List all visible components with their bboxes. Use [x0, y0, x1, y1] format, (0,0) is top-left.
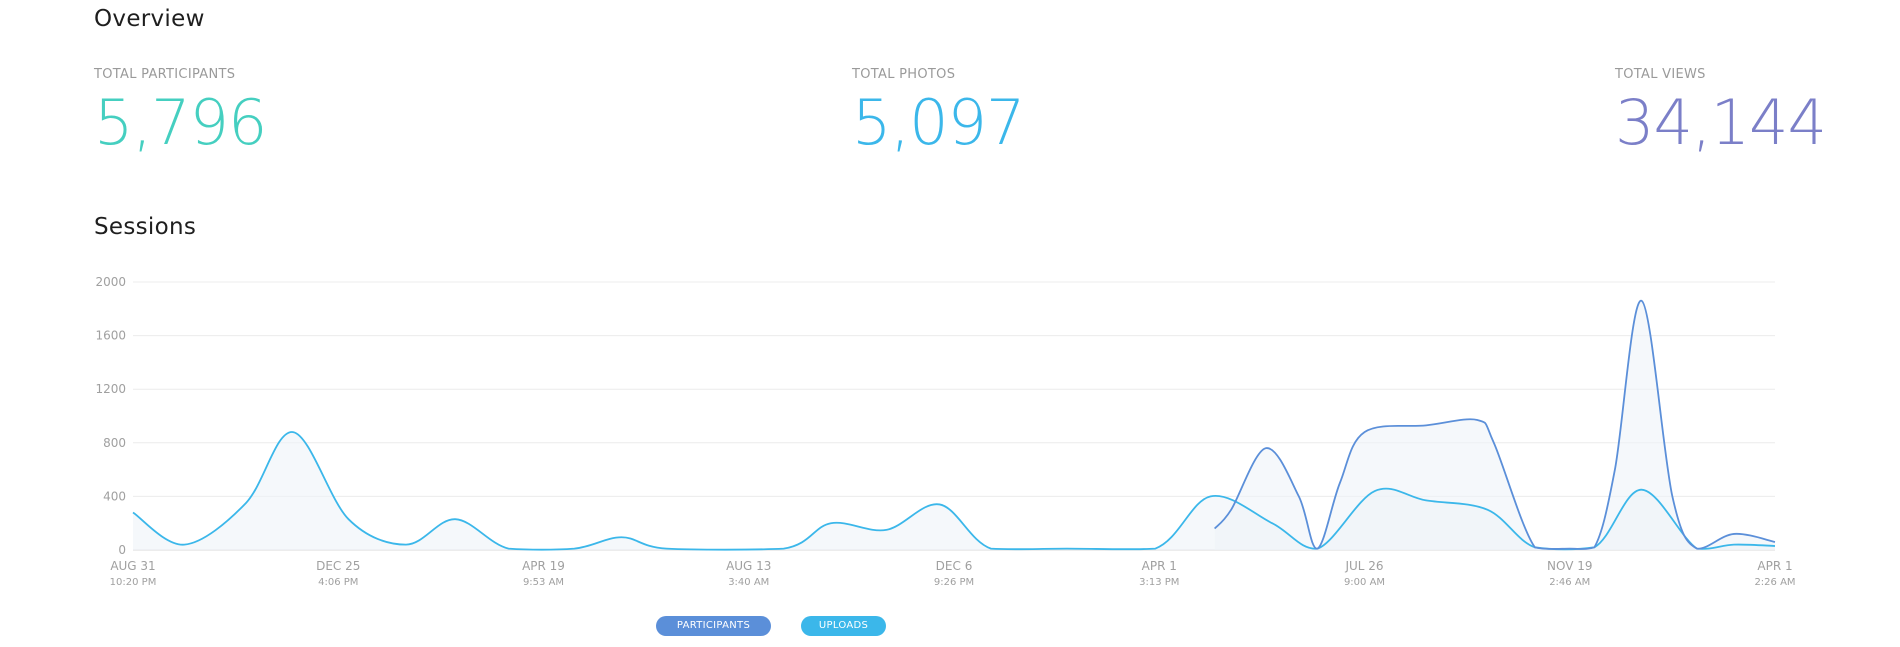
x-tick-time: 10:20 PM [110, 577, 157, 588]
x-tick-date: APR 1 [1757, 559, 1792, 573]
x-tick-date: AUG 13 [726, 559, 771, 573]
overview-title: Overview [94, 6, 205, 32]
stat-total-views: TOTAL VIEWS 34,144 [1615, 67, 1827, 159]
y-tick-label: 1200 [95, 382, 126, 396]
x-tick-time: 2:26 AM [1754, 577, 1795, 588]
stat-label: TOTAL PHOTOS [852, 67, 956, 82]
x-tick-date: NOV 19 [1547, 559, 1593, 573]
y-tick-label: 2000 [95, 275, 126, 289]
y-tick-label: 800 [103, 436, 126, 450]
x-tick-date: APR 19 [522, 559, 565, 573]
stat-label: TOTAL PARTICIPANTS [94, 67, 236, 82]
stat-total-photos: TOTAL PHOTOS 5,097 [852, 67, 1025, 158]
series-area-participants [1214, 300, 1775, 550]
y-tick-label: 1600 [95, 329, 126, 343]
x-tick-time: 4:06 PM [318, 577, 358, 588]
x-tick-time: 3:13 PM [1139, 577, 1179, 588]
x-tick-time: 9:26 PM [934, 577, 974, 588]
stat-label: TOTAL VIEWS [1615, 67, 1706, 82]
x-tick-date: DEC 25 [316, 559, 360, 573]
stat-value: 5,097 [852, 86, 1025, 159]
legend-uploads[interactable]: UPLOADS [801, 616, 886, 636]
x-tick-time: 2:46 AM [1549, 577, 1590, 588]
x-tick-date: AUG 31 [110, 559, 155, 573]
x-tick-date: DEC 6 [936, 559, 973, 573]
y-tick-label: 0 [118, 543, 126, 557]
x-tick-time: 3:40 AM [728, 577, 769, 588]
stat-total-participants: TOTAL PARTICIPANTS 5,796 [94, 67, 267, 158]
legend-participants[interactable]: PARTICIPANTS [656, 616, 771, 636]
y-tick-label: 400 [103, 489, 126, 503]
x-tick-date: APR 1 [1142, 559, 1177, 573]
x-tick-date: JUL 26 [1344, 559, 1383, 573]
stat-value: 34,144 [1615, 86, 1827, 159]
sessions-title: Sessions [94, 214, 197, 240]
series-line-participants [1213, 299, 1776, 550]
stat-value: 5,796 [94, 86, 267, 159]
x-tick-time: 9:53 AM [523, 577, 564, 588]
series-area-uploads [133, 431, 1775, 550]
x-tick-time: 9:00 AM [1344, 577, 1385, 588]
